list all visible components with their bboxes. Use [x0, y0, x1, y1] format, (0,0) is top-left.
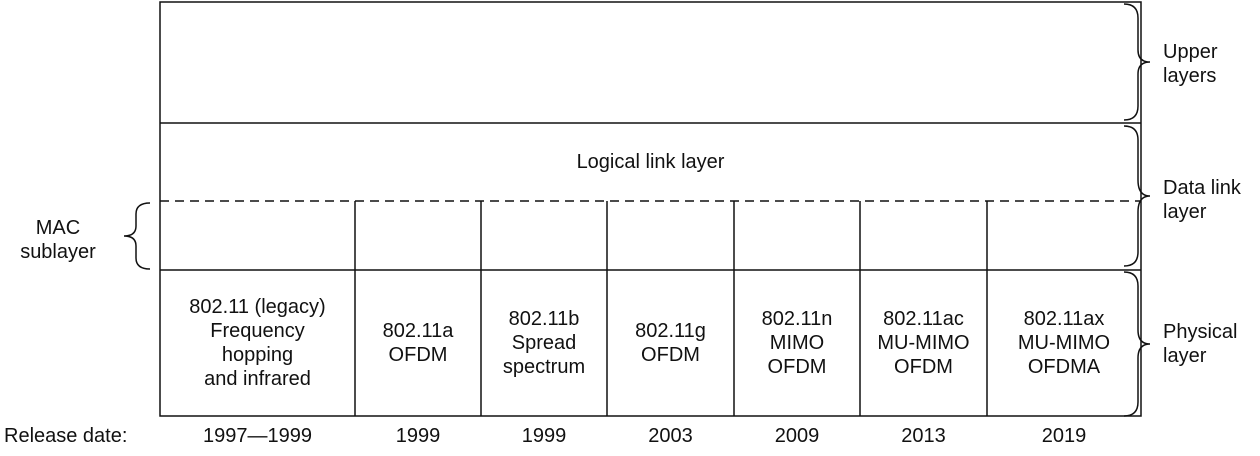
standard-text: 802.11ac MU-MIMO OFDM: [877, 308, 970, 378]
upper-layers-brace-icon: [1123, 3, 1151, 121]
standard-cell-80211g: 802.11g OFDM: [607, 270, 734, 416]
logical-link-layer-label: Logical link layer: [576, 151, 725, 173]
standard-cell-80211ac: 802.11ac MU-MIMO OFDM: [860, 270, 987, 416]
standard-cell-legacy: 802.11 (legacy) Frequency hopping and in…: [160, 270, 355, 416]
standard-cell-80211a: 802.11a OFDM: [355, 270, 481, 416]
standard-cell-80211n: 802.11n MIMO OFDM: [734, 270, 860, 416]
mac-sublayer-brace-icon: [123, 202, 151, 270]
standard-cell-80211ax: 802.11ax MU-MIMO OFDMA: [987, 270, 1141, 416]
release-date-label: Release date:: [4, 425, 128, 447]
release-date-value: 1999: [395, 425, 441, 447]
mac-sublayer-label: MAC sublayer: [20, 217, 96, 263]
standard-text: 802.11n MIMO OFDM: [761, 308, 833, 378]
release-date-value: 2003: [648, 425, 693, 447]
release-date-value: 2019: [1041, 425, 1087, 447]
release-date-value: 1999: [521, 425, 567, 447]
release-date-value: 2009: [774, 425, 820, 447]
physical-layer-label: Physical layer: [1163, 321, 1238, 367]
standard-text: 802.11b Spread spectrum: [502, 308, 586, 378]
physical-brace-icon: [1123, 271, 1151, 417]
diagram-frame: [159, 1, 1142, 417]
standard-text: 802.11 (legacy) Frequency hopping and in…: [189, 296, 326, 390]
release-date-value: 1997—1999: [203, 425, 312, 447]
column-dividers: [354, 201, 988, 416]
standard-cell-80211b: 802.11b Spread spectrum: [481, 270, 607, 416]
standard-text: 802.11g OFDM: [635, 320, 706, 366]
standard-text: 802.11ax MU-MIMO OFDMA: [1017, 308, 1111, 378]
standard-text: 802.11a OFDM: [382, 320, 454, 366]
upper-layers-label: Upper layers: [1163, 41, 1218, 87]
release-date-value: 2013: [901, 425, 946, 447]
data-link-brace-icon: [1123, 125, 1151, 267]
data-link-layer-label: Data link layer: [1163, 177, 1241, 223]
